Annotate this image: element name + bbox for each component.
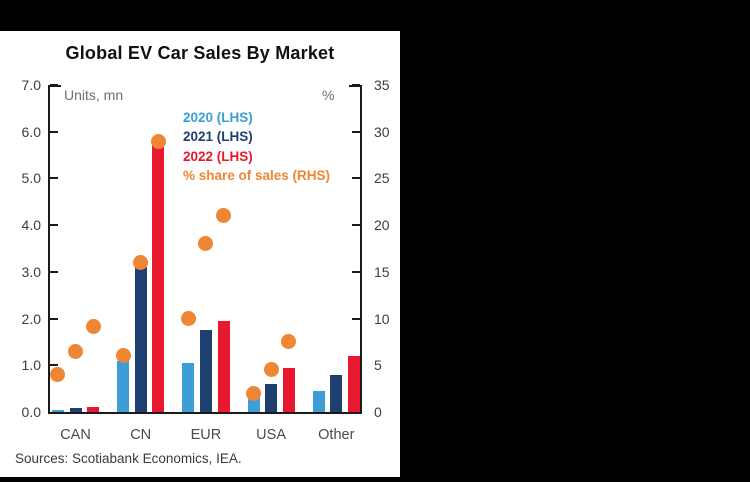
right-axis-tick-label: 0 [374, 404, 382, 420]
category-label-Other: Other [318, 427, 355, 443]
left-axis-tick [50, 364, 58, 367]
left-axis-unit-label: Units, mn [64, 87, 124, 103]
right-axis-tick [352, 270, 360, 273]
bar-2021-CAN [69, 408, 82, 412]
bar-2020-CN [117, 360, 130, 412]
right-axis-tick-label: 30 [374, 123, 390, 140]
right-axis-tick-label: 25 [374, 170, 390, 187]
left-axis-tick-label: 5.0 [21, 170, 41, 187]
legend-item: % share of sales (RHS) [183, 168, 331, 184]
dot-share-USA-2021 [263, 362, 279, 378]
legend-item: 2020 (LHS) [183, 110, 253, 125]
dot-share-EUR-2021 [198, 236, 214, 252]
dot-share-EUR-2020 [180, 311, 196, 327]
right-axis-tick [352, 317, 360, 320]
bar-2022-CN [152, 141, 165, 412]
right-axis-top-cap [349, 85, 360, 87]
sources-note: Sources: Scotiabank Economics, IEA. [15, 451, 242, 466]
left-axis-tick [50, 177, 58, 180]
right-axis-tick [352, 224, 360, 227]
category-label-USA: USA [256, 427, 286, 443]
chart-title: Global EV Car Sales By Market [65, 43, 335, 63]
bar-2021-CN [134, 267, 147, 412]
legend: 2020 (LHS) 2021 (LHS) 2022 (LHS) % share of… [183, 108, 330, 186]
right-axis-tick-label: 35 [374, 77, 390, 93]
dot-share-CN-2021 [133, 255, 149, 270]
dot-share-USA-2020 [246, 385, 261, 401]
bar-2020-USA [247, 397, 260, 412]
bar-2021-EUR [199, 330, 212, 412]
dot-share-CAN-2020 [50, 367, 66, 383]
left-axis-tick [50, 84, 58, 86]
right-axis-tick-label: 15 [374, 263, 390, 280]
left-axis-tick-label: 0.0 [21, 404, 41, 420]
right-axis-tick-label: 10 [374, 310, 390, 327]
right-axis-tick [352, 177, 360, 180]
dot-share-CN-2020 [115, 348, 131, 364]
bar-2022-CAN [87, 407, 100, 412]
chart-panel: Global EV Car Sales By Market Units, mn … [0, 31, 400, 477]
dot-share-CN-2022 [150, 133, 166, 149]
category-label-CAN: CAN [60, 427, 91, 443]
right-axis-tick [352, 130, 360, 133]
legend-item: 2021 (LHS) [183, 129, 253, 145]
plot-area: 0.0 1.0 2.0 3.0 4.0 5.0 6.0 7.0 0 5 10 15 20 25 30 35 [22, 77, 390, 420]
dot-share-CAN-2021 [68, 343, 83, 359]
left-axis-tick-label: 4.0 [21, 217, 41, 234]
left-axis-tick [50, 224, 58, 227]
dot-share-CAN-2022 [85, 318, 101, 334]
bar-2021-Other [330, 374, 343, 412]
left-axis-tick [50, 317, 58, 320]
bar-2022-Other [347, 355, 360, 412]
bar-2020-EUR [182, 362, 195, 412]
bar-2022-EUR [217, 320, 230, 412]
bar-2022-USA [282, 367, 295, 412]
category-label-CN: CN [130, 427, 152, 443]
left-axis-tick-label: 3.0 [21, 263, 41, 280]
dot-share-EUR-2022 [216, 208, 231, 224]
dot-share-USA-2022 [281, 334, 297, 350]
left-axis-tick [50, 130, 58, 133]
left-axis-tick-label: 1.0 [21, 357, 41, 374]
right-axis-tick-label: 20 [374, 217, 390, 234]
right-axis-tick [352, 84, 360, 86]
bar-2020-Other [312, 390, 325, 412]
bar-2021-USA [265, 383, 278, 412]
legend-item: 2022 (LHS) [183, 148, 253, 164]
left-axis-top-cap [50, 85, 61, 87]
bar-2020-CAN [51, 409, 64, 412]
category-label-EUR: EUR [190, 427, 222, 443]
right-axis-unit-label: % [322, 87, 335, 103]
left-axis-tick-label: 2.0 [21, 310, 41, 327]
left-axis-tick-label: 7.0 [21, 77, 41, 93]
right-axis-tick-label: 5 [374, 357, 382, 374]
left-axis-tick [50, 270, 58, 273]
left-axis-tick-label: 6.0 [21, 123, 41, 140]
